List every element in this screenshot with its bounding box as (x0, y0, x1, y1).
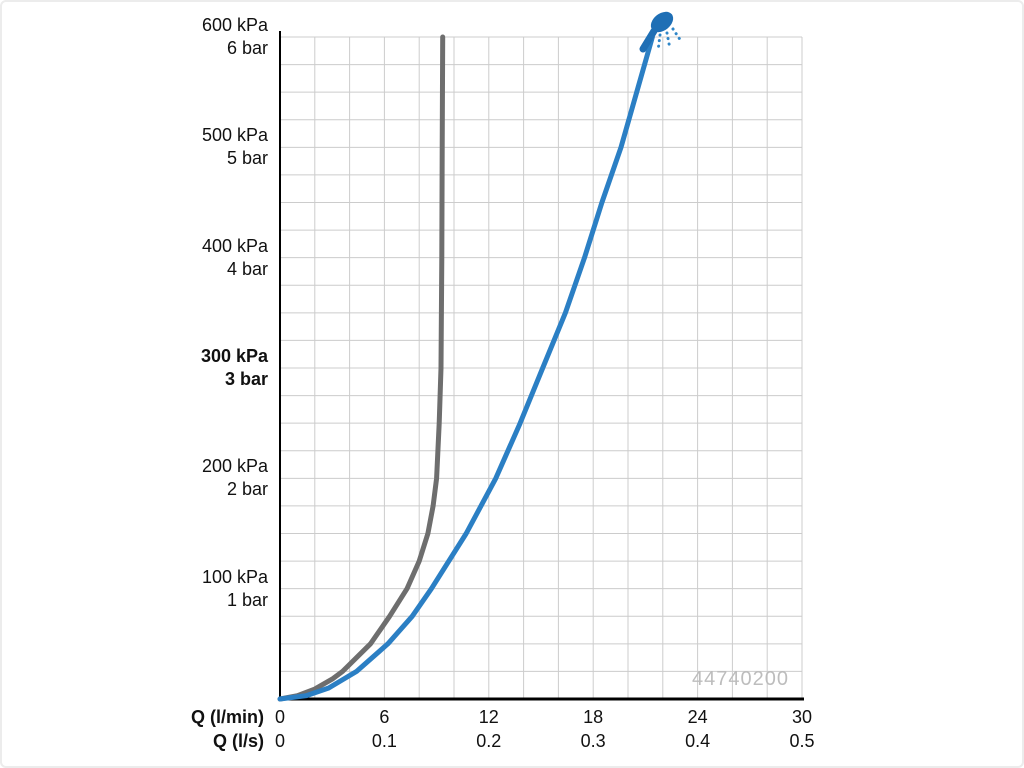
y-tick-label: 300 kPa 3 bar (132, 345, 268, 391)
curve-flow-restricted-gray (277, 34, 446, 702)
y-tick-label: 200 kPa 2 bar (132, 455, 268, 501)
shower-head-icon (639, 11, 683, 53)
curve-free-flow-blue (277, 34, 655, 702)
x-tick-lmin: 0 (274, 707, 285, 727)
x-axis-title-ls: Q (l/s) (212, 731, 264, 751)
y-tick-kpa-text: 400 kPa (201, 235, 268, 256)
x-tick-lmin: 6 (379, 707, 390, 727)
y-tick-bar-text: 4 bar (226, 258, 268, 279)
y-tick-kpa-text: 300 kPa (200, 346, 268, 366)
y-tick-bar-text: 5 bar (226, 148, 268, 169)
y-tick-bar-text: 1 bar (226, 589, 268, 610)
y-tick-label: 500 kPa 5 bar (132, 124, 268, 170)
y-tick-kpa-text: 600 kPa (201, 15, 268, 35)
y-tick-bar-text: 2 bar (226, 479, 268, 500)
x-tick-ls: 0.5 (789, 731, 815, 751)
y-tick-label: 400 kPa 4 bar (132, 235, 268, 281)
x-tick-ls: 0.2 (476, 731, 502, 751)
x-tick-lmin: 18 (583, 707, 604, 727)
x-tick-lmin: 30 (791, 707, 813, 727)
product-number-watermark: 44740200 (692, 668, 789, 690)
y-tick-kpa-text: 200 kPa (201, 456, 268, 477)
x-axis-title-lmin: Q (l/min) (191, 707, 264, 727)
shower-head (650, 11, 674, 33)
y-tick-label: 600 kPa 6 bar (132, 14, 268, 60)
x-tick-ls: 0.3 (580, 731, 606, 751)
shower-handle (639, 27, 658, 53)
y-tick-bar-text: 6 bar (226, 38, 268, 58)
x-tick-ls: 0.1 (371, 731, 397, 751)
shower-spray-dots (656, 27, 683, 53)
x-tick-lmin: 24 (687, 707, 708, 727)
x-tick-ls: 0 (274, 731, 285, 751)
x-tick-ls: 0.4 (685, 731, 711, 751)
y-tick-label: 100 kPa 1 bar (132, 566, 268, 612)
y-tick-kpa-text: 500 kPa (201, 125, 268, 146)
x-tick-lmin: 12 (478, 707, 499, 727)
y-tick-kpa-text: 100 kPa (201, 566, 268, 587)
y-tick-bar-text: 3 bar (224, 369, 268, 389)
